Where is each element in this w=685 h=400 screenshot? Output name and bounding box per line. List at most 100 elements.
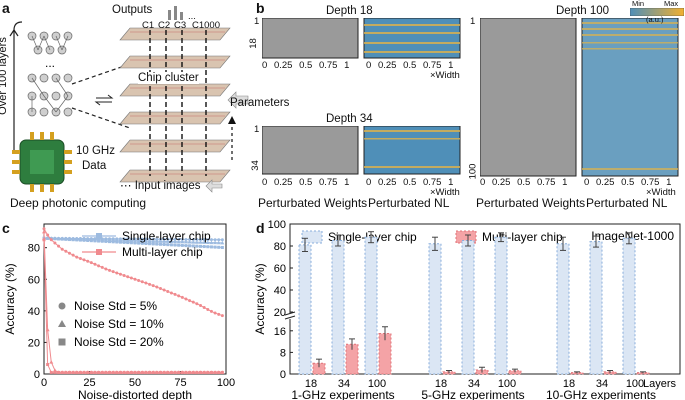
channel-label-c3: C3 xyxy=(174,20,187,31)
over-layers-label: Over 100 layers xyxy=(0,37,9,115)
chart-c-point xyxy=(158,237,162,241)
parameters-arrow-icon xyxy=(227,91,249,109)
exchange-arrow-icon xyxy=(94,94,114,106)
depth34-ytick-1: 1 xyxy=(254,124,260,135)
depth100-weights-label: Perturbated Weights xyxy=(476,196,586,210)
chart-c-point xyxy=(104,267,108,271)
depth34-weights-label: Perturbated Weights xyxy=(258,196,368,210)
xtick: 0 xyxy=(480,177,486,188)
chart-c-point xyxy=(86,370,90,374)
xtick: 0.25 xyxy=(491,177,511,188)
chart-d-ytick-label: 20 xyxy=(274,307,286,319)
chart-c-point xyxy=(162,237,166,241)
chart-c-point xyxy=(118,370,122,374)
depth34-xticks: 0 0.25 0.5 0.75 1 xyxy=(262,177,349,188)
channel-ellipsis: ... xyxy=(188,11,196,22)
chart-c-point xyxy=(195,370,199,374)
chart-c-point xyxy=(129,370,133,374)
chart-c-point xyxy=(209,238,213,242)
depth18-weights-map xyxy=(262,18,359,59)
chart-c-point xyxy=(67,370,71,374)
chart-d-category-label: 34 xyxy=(468,378,480,390)
parameters-label: Parameters xyxy=(230,97,290,109)
chart-c-point xyxy=(118,240,122,244)
chart-c-xtick-label: 25 xyxy=(83,377,95,389)
depth34-title: Depth 34 xyxy=(326,113,373,125)
chart-c-point xyxy=(129,238,134,242)
chart-c-point xyxy=(75,370,79,374)
chart-c-point xyxy=(144,370,148,374)
chart-c-point xyxy=(78,238,82,242)
chart-c-point xyxy=(49,360,54,364)
chart-c-point xyxy=(78,257,82,261)
xtick: 0.5 xyxy=(299,60,313,71)
chart-c-point xyxy=(198,240,203,244)
chart-c-point xyxy=(115,240,119,244)
chart-c-point xyxy=(209,370,213,374)
chart-c-point xyxy=(162,239,167,243)
chart-c-point xyxy=(188,299,192,303)
depth100-xunit: ×Width xyxy=(646,187,676,198)
chart-c-point xyxy=(42,238,46,242)
chart-c-xtick-label: 50 xyxy=(129,377,141,389)
chart-c-point xyxy=(125,238,130,242)
panel-a-caption: Deep photonic computing xyxy=(10,196,147,210)
xtick: 0 xyxy=(366,60,372,71)
chart-c-point xyxy=(162,288,166,292)
chart-c-point xyxy=(126,275,130,279)
chart-c-point xyxy=(155,242,159,246)
xtick: 0 xyxy=(584,177,590,188)
chart-c-point xyxy=(217,238,221,242)
chart-c-point xyxy=(162,370,166,374)
chart-c-point xyxy=(217,312,221,316)
chart-c-point xyxy=(122,273,126,277)
chart-d-ytick-label: 16 xyxy=(274,326,286,338)
chart-c-point xyxy=(205,240,210,244)
xtick: 0.5 xyxy=(299,177,313,188)
chart-c-point xyxy=(64,370,68,374)
chart-c-point xyxy=(180,370,184,374)
chart-c-point xyxy=(86,238,90,242)
chart-c-ytick-label: 0 xyxy=(34,369,40,381)
depth18-xunit: ×Width xyxy=(430,70,460,81)
chart-d-bar-single xyxy=(298,244,312,375)
chart-c-point xyxy=(100,370,104,374)
chart-c-point xyxy=(60,370,64,374)
chart-c-point xyxy=(220,238,224,242)
chart-c-point xyxy=(180,239,185,244)
chart-c-point xyxy=(202,305,206,309)
chart-c-point xyxy=(148,242,152,246)
chart-d-bar-single xyxy=(494,236,508,375)
chart-c-point xyxy=(82,258,86,262)
panel-a-label: a xyxy=(2,0,10,16)
chart-c-point xyxy=(169,237,173,241)
chart-c-point xyxy=(137,370,141,374)
chart-c-point xyxy=(158,242,162,246)
chart-c-point xyxy=(199,370,203,374)
chart-c-point xyxy=(191,300,195,304)
chart-c-point xyxy=(60,247,64,251)
chart-c-point xyxy=(64,249,68,253)
chart-c-point xyxy=(217,370,221,374)
channel-label-c1: C1 xyxy=(142,20,155,31)
channel-label-c1000: C1000 xyxy=(192,20,220,31)
chart-c-ylabel: Accuracy (%) xyxy=(3,263,17,334)
chart-c-point xyxy=(46,233,50,237)
chart-c-point xyxy=(143,238,148,243)
chart-c-point xyxy=(209,240,214,245)
chart-c-point xyxy=(140,370,144,374)
chart-d-category-label: 18 xyxy=(435,378,447,390)
xtick: 0.75 xyxy=(422,60,442,71)
chart-c-point xyxy=(144,281,148,285)
chart-d-ytick-label: 100 xyxy=(268,219,286,231)
xtick: 0.75 xyxy=(318,177,338,188)
chart-c-point xyxy=(136,238,141,243)
panel-a-diagram: ... xyxy=(9,6,249,193)
chart-c-point xyxy=(191,240,196,244)
depth100-nl-stripes xyxy=(582,22,678,170)
chart-c-point xyxy=(82,238,86,242)
chart-c-xtick-label: 100 xyxy=(217,377,235,389)
depth34-nl-label: Perturbated NL xyxy=(368,196,450,210)
chart-d-ytick-label: 0 xyxy=(280,369,286,381)
chart-c-noise-legend-marker xyxy=(58,302,66,310)
